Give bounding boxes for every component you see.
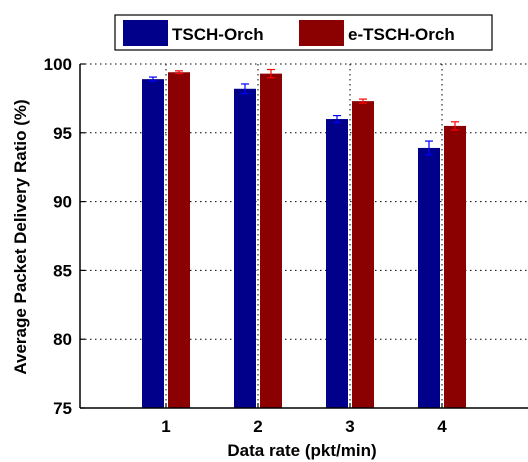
bars <box>142 68 466 409</box>
error-bar-tsch-orch-3 <box>333 114 341 124</box>
x-tick-label: 1 <box>161 417 170 436</box>
x-tick-label: 3 <box>345 417 354 436</box>
error-bar-tsch-orch-2 <box>241 83 249 95</box>
legend-label-tsch-orch: TSCH-Orch <box>172 25 264 44</box>
error-bar-tsch-orch-1 <box>149 76 157 82</box>
axes <box>79 63 528 409</box>
bar-tsch-orch-3 <box>326 119 348 408</box>
bar-e-tsch-orch-1 <box>168 72 190 409</box>
x-axis-label: Data rate (pkt/min) <box>227 441 376 460</box>
legend: TSCH-Orch e-TSCH-Orch <box>114 14 493 51</box>
y-tick-label: 100 <box>44 55 72 74</box>
error-bar-e-tsch-orch-1 <box>175 70 183 75</box>
y-tick-label: 90 <box>53 193 72 212</box>
legend-swatch-e-tsch-orch <box>299 20 344 46</box>
legend-swatch-tsch-orch <box>123 20 168 46</box>
bar-tsch-orch-2 <box>234 88 256 408</box>
error-bar-e-tsch-orch-3 <box>359 98 367 104</box>
bar-tsch-orch-4 <box>418 147 440 408</box>
y-tick-label: 80 <box>53 330 72 349</box>
bar-tsch-orch-1 <box>142 79 164 409</box>
error-bar-e-tsch-orch-2 <box>267 68 275 79</box>
bar-e-tsch-orch-2 <box>260 73 282 408</box>
y-tick-label: 85 <box>53 261 72 280</box>
x-tick-label: 2 <box>253 417 262 436</box>
bar-e-tsch-orch-3 <box>352 101 374 408</box>
tick-labels: 75 80 85 90 95 100 1 2 3 4 <box>44 55 448 436</box>
y-tick-label: 75 <box>53 399 72 418</box>
legend-label-e-tsch-orch: e-TSCH-Orch <box>348 25 455 44</box>
y-tick-label: 95 <box>53 124 72 143</box>
bar-e-tsch-orch-4 <box>444 125 466 409</box>
error-bar-tsch-orch-4 <box>425 140 433 156</box>
x-tick-label: 4 <box>437 417 447 436</box>
y-axis-label: Average Packet Delivery Ratio (%) <box>11 99 30 374</box>
error-bar-e-tsch-orch-4 <box>451 121 459 131</box>
